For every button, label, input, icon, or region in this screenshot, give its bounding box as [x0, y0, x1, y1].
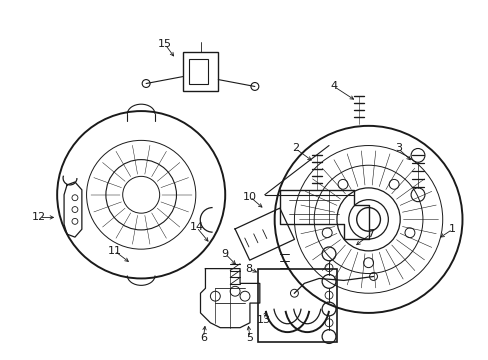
Text: 6: 6 [200, 333, 206, 342]
Text: 8: 8 [245, 264, 252, 274]
Text: 9: 9 [221, 249, 228, 259]
Text: 2: 2 [291, 144, 298, 153]
Text: 5: 5 [246, 333, 253, 342]
Text: 13: 13 [256, 315, 270, 325]
Text: 7: 7 [366, 229, 373, 239]
Bar [257, 269, 336, 342]
Text: 11: 11 [107, 246, 121, 256]
Text: 10: 10 [243, 192, 256, 202]
Bar [188, 59, 208, 85]
Text: 4: 4 [330, 81, 337, 91]
Text: 15: 15 [158, 39, 172, 49]
Text: 12: 12 [32, 212, 46, 222]
Text: 3: 3 [394, 144, 401, 153]
Bar [183, 52, 218, 91]
Text: 14: 14 [189, 222, 203, 232]
Text: 1: 1 [448, 224, 455, 234]
